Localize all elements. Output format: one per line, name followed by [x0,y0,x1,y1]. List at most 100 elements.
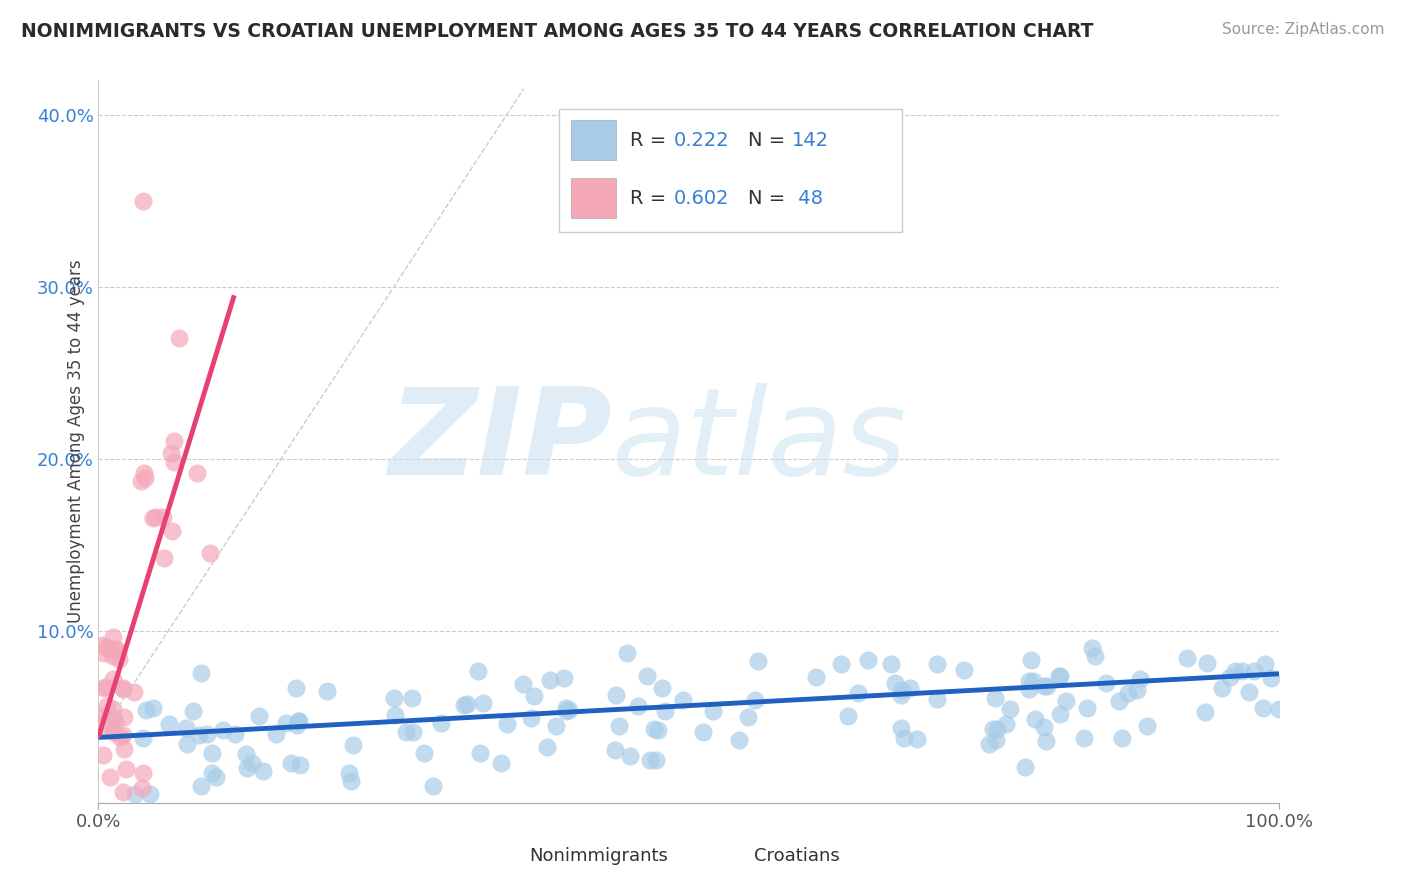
Point [883,675,905,690]
Point [546,718,568,732]
Point [235,747,257,761]
Point [131,731,153,745]
Point [636,668,658,682]
Point [162,434,184,448]
Point [1049,669,1071,683]
Point [520,711,543,725]
Point [555,705,578,719]
Point [470,746,492,760]
Point [112,710,135,724]
Point [1136,718,1159,732]
Point [143,509,166,524]
Point [846,685,869,699]
Point [607,718,630,732]
Point [925,692,948,706]
Point [274,715,297,730]
Text: Nonimmigrants: Nonimmigrants [530,847,668,864]
Point [111,682,134,697]
Point [101,711,124,725]
Point [603,743,626,757]
Point [247,709,270,723]
Point [340,773,363,788]
Point [111,785,134,799]
Text: 0.222: 0.222 [673,131,730,150]
Point [1018,682,1040,697]
Point [1268,702,1291,716]
Point [135,703,157,717]
Point [1047,669,1070,683]
Point [890,688,912,702]
Point [190,665,212,680]
Point [806,670,828,684]
Point [111,681,134,695]
Point [953,663,976,677]
Point [702,704,724,718]
Point [643,722,665,736]
Point [139,787,162,801]
Point [744,693,766,707]
Text: 0.602: 0.602 [673,188,730,208]
FancyBboxPatch shape [571,178,616,218]
Point [157,717,180,731]
Point [93,719,115,733]
Text: 48: 48 [792,188,823,208]
Point [134,470,156,484]
Point [162,524,184,538]
Text: NONIMMIGRANTS VS CROATIAN UNEMPLOYMENT AMONG AGES 35 TO 44 YEARS CORRELATION CHA: NONIMMIGRANTS VS CROATIAN UNEMPLOYMENT A… [21,22,1094,41]
FancyBboxPatch shape [494,843,523,870]
Point [1253,701,1275,715]
Point [111,728,134,742]
Point [337,765,360,780]
Point [1033,720,1056,734]
FancyBboxPatch shape [560,109,901,232]
Point [142,510,165,524]
Text: R =: R = [630,131,672,150]
Point [181,704,204,718]
Point [1035,734,1057,748]
Point [236,761,259,775]
Point [264,727,287,741]
Point [747,654,769,668]
Point [986,722,1008,736]
Point [1219,669,1241,683]
Point [645,753,668,767]
Point [830,657,852,671]
Point [129,474,152,488]
Point [651,681,673,695]
Point [91,748,114,763]
Point [132,466,155,480]
Point [523,689,546,703]
Point [672,693,695,707]
Point [160,445,183,459]
Point [1211,681,1233,696]
Point [316,683,339,698]
Point [212,723,235,737]
Point [879,657,901,671]
Point [288,714,311,728]
Point [456,697,478,711]
Point [112,742,135,756]
Point [153,550,176,565]
Point [382,690,405,705]
Point [430,715,453,730]
Point [93,646,115,660]
Point [413,747,436,761]
Text: N =: N = [748,188,792,208]
Point [553,671,575,685]
Point [1260,671,1282,685]
Point [287,714,309,728]
Point [837,708,859,723]
Point [1032,679,1054,693]
Point [1254,657,1277,672]
Point [1111,731,1133,745]
Point [692,724,714,739]
Point [998,702,1021,716]
Point [103,723,125,738]
Point [1194,705,1216,719]
Point [471,697,494,711]
Point [890,722,912,736]
Point [107,644,129,658]
Point [167,331,190,345]
Point [103,630,125,644]
Point [103,702,125,716]
